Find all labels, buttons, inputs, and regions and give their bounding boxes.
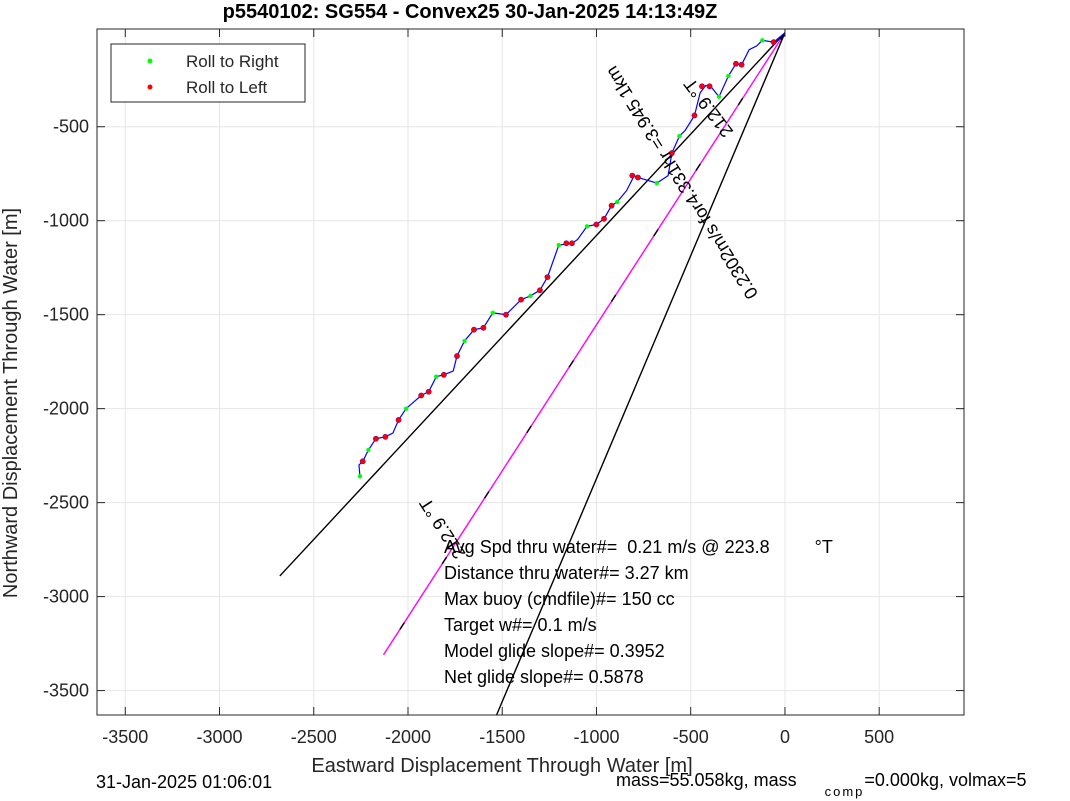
- plot-background: [97, 29, 964, 715]
- x-tick-label: -1000: [573, 727, 619, 747]
- roll-right-point: [403, 406, 409, 411]
- roll-left-point: [480, 324, 487, 331]
- line-avg_speed: [382, 32, 786, 656]
- legend-roll-right-label: Roll to Right: [186, 52, 279, 71]
- x-axis-label: Eastward Displacement Through Water [m]: [311, 755, 692, 777]
- roll-right-point: [654, 180, 659, 186]
- roll-markers: [357, 38, 777, 479]
- roll-left-point: [544, 274, 551, 280]
- line-net: [495, 32, 786, 716]
- roll-left-point: [454, 353, 460, 359]
- footer-mass-text: mass=55.058kg, mass: [616, 770, 797, 790]
- roll-left-point: [440, 371, 447, 378]
- roll-right-point: [584, 224, 590, 229]
- y-axis-label: Northward Displacement Through Water [m]: [0, 208, 22, 598]
- legend: Roll to Right Roll to Left: [110, 43, 306, 103]
- grid: [97, 29, 964, 715]
- roll-right-point: [366, 447, 371, 453]
- roll-left-point: [425, 388, 432, 395]
- x-tick-label: -2500: [291, 727, 337, 747]
- y-tick-label: -3500: [43, 681, 89, 701]
- annotation-model-glide: Model glide slope#= 0.3952: [444, 641, 665, 661]
- roll-left-point: [635, 174, 641, 181]
- roll-right-point: [434, 374, 439, 379]
- x-tick-label: -2000: [385, 727, 431, 747]
- x-tick-label: -3000: [196, 727, 242, 747]
- roll-right-point: [490, 310, 496, 315]
- line-heading: [279, 32, 786, 577]
- roll-left-point: [608, 202, 615, 209]
- roll-left-point: [738, 61, 745, 68]
- roll-right-point: [677, 133, 682, 139]
- footer-date: 31-Jan-2025 01:06:01: [96, 772, 273, 792]
- reference-lines: [279, 32, 786, 716]
- y-tick-label: -500: [53, 117, 89, 137]
- roll-right-point: [760, 38, 765, 43]
- roll-left-point: [629, 172, 636, 179]
- roll-right-point: [357, 474, 363, 479]
- footer-mass: mass=55.058kg, mass comp=0.000kg, volmax=…: [616, 770, 1027, 799]
- roll-left-point: [471, 326, 477, 333]
- roll-left-point: [733, 60, 739, 67]
- roll-left-point: [569, 240, 575, 247]
- legend-roll-right-marker: [147, 58, 153, 64]
- roll-left-point: [668, 150, 675, 156]
- annotation-max-buoy: Max buoy (cmdfile)#= 150 cc: [444, 589, 675, 609]
- x-tick-label: 0: [780, 727, 790, 747]
- x-tick-label: -3500: [102, 727, 148, 747]
- x-tick-label: -1500: [479, 727, 525, 747]
- roll-left-point: [503, 311, 509, 318]
- roll-left-point: [593, 221, 600, 228]
- roll-right-point: [462, 338, 467, 344]
- roll-left-point: [691, 112, 698, 119]
- axis-ticks: -3500 -3000 -2500 -2000 -1500 -1000 -500 0 500 -3…: [43, 29, 964, 747]
- glider-track: [358, 32, 786, 477]
- roll-right-point: [556, 242, 561, 248]
- footer-mass-rest: =0.000kg, volmax=5: [864, 770, 1027, 790]
- chart-title: p5540102: SG554 - Convex25 30-Jan-2025 1…: [223, 1, 718, 23]
- roll-left-point: [518, 296, 524, 303]
- y-tick-label: -2500: [43, 493, 89, 513]
- roll-left-point: [601, 215, 607, 222]
- roll-left-point: [395, 417, 402, 423]
- y-tick-label: -2000: [43, 399, 89, 419]
- roll-right-point: [716, 94, 722, 99]
- y-tick-label: -1000: [43, 211, 89, 231]
- roll-left-point: [359, 458, 366, 465]
- y-tick-label: -1500: [43, 305, 89, 325]
- roll-left-point: [537, 287, 543, 294]
- footer-comp-subscript: comp: [824, 784, 865, 799]
- roll-left-point: [699, 83, 705, 90]
- annotation-distance: Distance thru water#= 3.27 km: [444, 563, 689, 583]
- annotation-avg-speed: Avg Spd thru water#= 0.21 m/s @ 223.8 °T: [444, 537, 833, 557]
- y-tick-label: -3000: [43, 587, 89, 607]
- legend-box: [110, 43, 306, 103]
- legend-roll-left-label: Roll to Left: [186, 78, 268, 97]
- roll-right-point: [726, 73, 731, 79]
- roll-left-point: [563, 240, 570, 247]
- roll-right-point: [528, 293, 533, 299]
- roll-left-point: [770, 39, 777, 46]
- annotation-net-glide: Net glide slope#= 0.5878: [444, 667, 644, 687]
- stats-annotations: Avg Spd thru water#= 0.21 m/s @ 223.8 °T…: [444, 537, 833, 687]
- roll-left-point: [418, 392, 425, 399]
- plot-frame: [96, 28, 965, 716]
- x-tick-label: -500: [673, 727, 709, 747]
- legend-roll-left-marker: [147, 84, 153, 90]
- roll-right-point: [615, 199, 620, 205]
- roll-left-point: [373, 435, 379, 442]
- annotation-target-w: Target w#= 0.1 m/s: [444, 615, 597, 635]
- roll-left-point: [706, 83, 713, 90]
- track-path: [358, 32, 786, 477]
- x-tick-label: 500: [864, 727, 894, 747]
- roll-left-point: [382, 433, 389, 440]
